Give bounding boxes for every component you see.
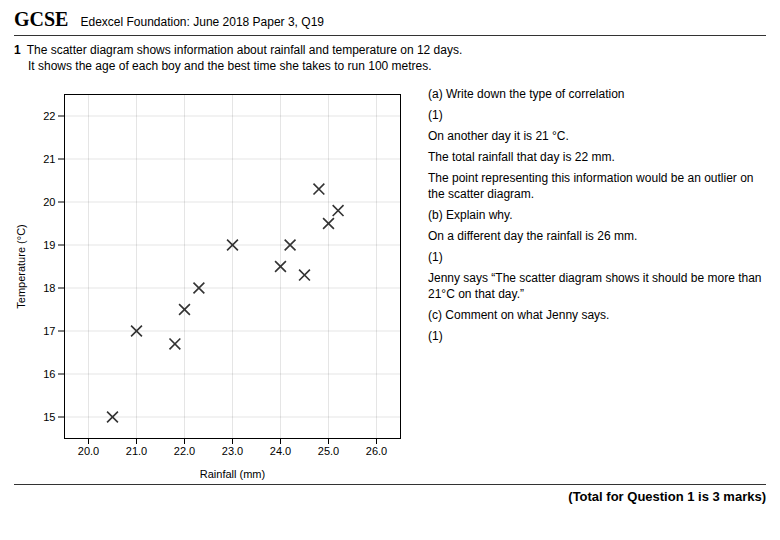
svg-text:15: 15 <box>43 411 55 423</box>
svg-text:19: 19 <box>43 239 55 251</box>
svg-text:25.0: 25.0 <box>318 445 339 457</box>
html-text:1: 1 <box>14 43 21 57</box>
svg-text:20.0: 20.0 <box>78 445 99 457</box>
svg-text:21: 21 <box>43 153 55 165</box>
svg-text:23.0: 23.0 <box>222 445 243 457</box>
html-text:(1): (1) <box>428 329 443 343</box>
svg-text:22.0: 22.0 <box>174 445 195 457</box>
html-text:It shows the age of each boy a: It shows the age of each boy and the bes… <box>28 59 432 73</box>
html-text:On another day it is 21 °C.: On another day it is 21 °C. <box>428 129 569 143</box>
html-text:The point representing this in: The point representing this information … <box>428 171 754 201</box>
html-text:On a different day the rainfal: On a different day the rainfall is 26 mm… <box>428 229 638 243</box>
html-text:(1): (1) <box>428 250 443 264</box>
html-text:(1): (1) <box>428 108 443 122</box>
html-text:The total rainfall that day is: The total rainfall that day is 22 mm. <box>428 150 615 164</box>
html-text:(c) Comment on what Jenny says: (c) Comment on what Jenny says. <box>428 308 610 322</box>
svg-text:20: 20 <box>43 196 55 208</box>
svg-text:18: 18 <box>43 282 55 294</box>
svg-text:26.0: 26.0 <box>366 445 387 457</box>
svg-text:24.0: 24.0 <box>270 445 291 457</box>
html-text:GCSE: GCSE <box>14 8 69 30</box>
svg-text:17: 17 <box>43 325 55 337</box>
html-text:Jenny says “The scatter diagra: Jenny says “The scatter diagram shows it… <box>428 271 762 301</box>
html-text:The scatter diagram shows info: The scatter diagram shows information ab… <box>26 43 463 57</box>
svg-text:21.0: 21.0 <box>126 445 147 457</box>
svg-text:Temperature (°C): Temperature (°C) <box>15 224 27 308</box>
html-text:(b) Explain why.: (b) Explain why. <box>428 208 513 222</box>
html-text:(a) Write down the type of cor: (a) Write down the type of correlation <box>428 87 625 101</box>
svg-text:22: 22 <box>43 110 55 122</box>
html-text:(Total for Question 1 is 3 mar: (Total for Question 1 is 3 marks) <box>568 489 766 504</box>
svg-text:16: 16 <box>43 368 55 380</box>
html-text:Edexcel Foundation: June 2018: Edexcel Foundation: June 2018 Paper 3, Q… <box>80 15 324 29</box>
svg-text:Rainfall (mm): Rainfall (mm) <box>200 468 265 480</box>
